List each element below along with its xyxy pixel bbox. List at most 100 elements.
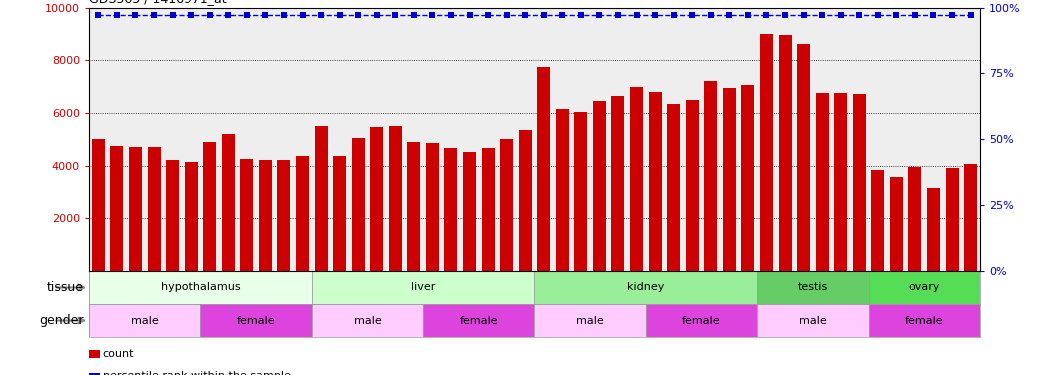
Text: testis: testis <box>798 282 828 292</box>
Point <box>220 12 237 18</box>
Bar <box>500 139 514 271</box>
Bar <box>964 164 977 271</box>
Point <box>870 12 887 18</box>
Bar <box>408 142 420 271</box>
Point <box>424 12 441 18</box>
Point <box>517 12 533 18</box>
Bar <box>646 304 757 337</box>
Bar <box>333 156 346 271</box>
Bar <box>741 85 755 271</box>
Point <box>795 12 812 18</box>
Point <box>943 12 960 18</box>
Bar <box>370 128 384 271</box>
Bar <box>869 271 980 304</box>
Bar <box>312 304 423 337</box>
Bar <box>89 271 312 304</box>
Point <box>647 12 663 18</box>
Bar <box>593 101 606 271</box>
Bar <box>630 87 643 271</box>
Point <box>536 12 552 18</box>
Bar <box>723 88 736 271</box>
Point <box>276 12 292 18</box>
Point <box>925 12 942 18</box>
Bar <box>555 109 569 271</box>
Bar <box>148 147 160 271</box>
Bar <box>423 304 534 337</box>
Point <box>294 12 311 18</box>
Text: liver: liver <box>411 282 435 292</box>
Bar <box>110 146 124 271</box>
Text: hypothalamus: hypothalamus <box>160 282 240 292</box>
Bar <box>312 271 534 304</box>
Bar <box>534 304 646 337</box>
Bar <box>425 143 439 271</box>
Bar <box>869 304 980 337</box>
Point <box>406 12 422 18</box>
Point <box>442 12 459 18</box>
Bar <box>704 81 717 271</box>
Point <box>182 12 199 18</box>
Text: male: male <box>353 315 381 326</box>
Text: male: male <box>576 315 604 326</box>
Point <box>758 12 774 18</box>
Bar <box>296 156 309 271</box>
Text: ovary: ovary <box>909 282 940 292</box>
Bar <box>89 304 200 337</box>
Bar <box>834 93 847 271</box>
Bar <box>757 304 869 337</box>
Point <box>350 12 367 18</box>
Bar <box>538 67 550 271</box>
Point <box>777 12 793 18</box>
Bar <box>200 304 312 337</box>
Bar <box>685 100 699 271</box>
Point <box>888 12 904 18</box>
Bar <box>945 168 959 271</box>
Bar <box>909 167 921 271</box>
Point <box>610 12 627 18</box>
Bar <box>463 152 476 271</box>
Point <box>109 12 126 18</box>
Point <box>201 12 218 18</box>
Point <box>331 12 348 18</box>
Point <box>90 12 107 18</box>
Text: tissue: tissue <box>47 281 84 294</box>
Point <box>591 12 608 18</box>
Text: GDS565 / 1416971_at: GDS565 / 1416971_at <box>89 0 226 5</box>
Bar <box>853 94 866 271</box>
Text: gender: gender <box>40 314 84 327</box>
Bar <box>184 162 198 271</box>
Point <box>461 12 478 18</box>
Bar <box>534 271 757 304</box>
Point <box>387 12 403 18</box>
Point <box>851 12 868 18</box>
Point <box>165 12 181 18</box>
Bar <box>760 34 773 271</box>
Point <box>702 12 719 18</box>
Point <box>907 12 923 18</box>
Bar <box>519 130 531 271</box>
Point <box>628 12 645 18</box>
Bar <box>482 148 495 271</box>
Point <box>127 12 144 18</box>
Point <box>480 12 497 18</box>
Point <box>962 12 979 18</box>
Bar <box>927 188 940 271</box>
Bar <box>129 147 141 271</box>
Bar <box>649 92 661 271</box>
Bar <box>389 126 401 271</box>
Point <box>684 12 701 18</box>
Bar <box>352 138 365 271</box>
Bar <box>611 96 625 271</box>
Point <box>665 12 682 18</box>
Text: male: male <box>131 315 158 326</box>
Point <box>146 12 162 18</box>
Bar <box>444 148 458 271</box>
Point <box>813 12 830 18</box>
Bar <box>166 160 179 271</box>
Bar <box>240 159 254 271</box>
Bar <box>798 44 810 271</box>
Bar <box>815 93 829 271</box>
Point <box>572 12 589 18</box>
Bar <box>259 160 271 271</box>
Text: female: female <box>459 315 498 326</box>
